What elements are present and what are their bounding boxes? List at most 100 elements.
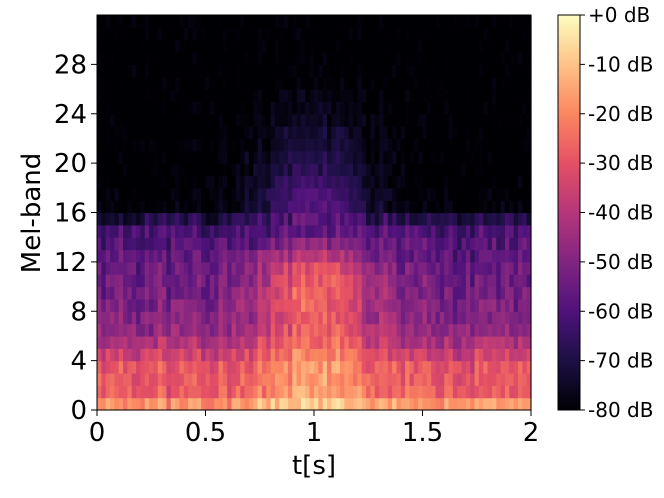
heatmap-cell xyxy=(162,27,168,41)
heatmap-cell xyxy=(422,372,428,386)
heatmap-cell xyxy=(500,150,506,164)
heatmap-cell xyxy=(110,39,115,53)
heatmap-cell xyxy=(383,237,389,251)
heatmap-cell xyxy=(110,113,115,127)
heatmap-cell xyxy=(383,27,389,41)
heatmap-cell xyxy=(509,249,515,263)
heatmap-cell xyxy=(392,187,398,201)
heatmap-cell xyxy=(296,163,302,177)
heatmap-cell xyxy=(127,212,133,226)
heatmap-cell xyxy=(383,397,389,411)
heatmap-cell xyxy=(305,200,311,214)
heatmap-cell xyxy=(257,39,263,53)
heatmap-cell xyxy=(348,150,354,164)
heatmap-cell xyxy=(222,52,228,65)
heatmap-cell xyxy=(487,385,493,399)
heatmap-cell xyxy=(144,126,150,140)
heatmap-cell xyxy=(327,348,332,362)
heatmap-cell xyxy=(209,397,215,411)
heatmap-cell xyxy=(127,126,133,140)
heatmap-cell xyxy=(500,212,506,226)
heatmap-cell xyxy=(257,372,263,386)
heatmap-cell xyxy=(327,52,332,65)
heatmap-cell xyxy=(144,175,150,189)
heatmap-cell xyxy=(153,323,159,337)
heatmap-cell xyxy=(201,52,207,65)
heatmap-cell xyxy=(483,150,489,164)
heatmap-cell xyxy=(231,224,237,238)
heatmap-cell xyxy=(470,76,476,90)
heatmap-cell xyxy=(418,298,424,312)
heatmap-cell xyxy=(110,348,115,362)
heatmap-cell xyxy=(504,52,510,65)
heatmap-cell xyxy=(309,335,315,349)
heatmap-cell xyxy=(157,15,163,28)
heatmap-cell xyxy=(131,261,137,275)
heatmap-cell xyxy=(166,286,172,300)
heatmap-cell xyxy=(196,39,202,53)
heatmap-cell xyxy=(331,101,337,115)
heatmap-cell xyxy=(253,113,259,127)
heatmap-cell xyxy=(240,76,246,90)
heatmap-cell xyxy=(179,163,185,177)
heatmap-cell xyxy=(405,249,411,263)
heatmap-cell xyxy=(240,101,246,115)
heatmap-cell xyxy=(370,76,376,90)
heatmap-cell xyxy=(418,397,424,411)
heatmap-cell xyxy=(266,348,272,362)
heatmap-cell xyxy=(231,298,237,312)
heatmap-cell xyxy=(370,249,376,263)
heatmap-cell xyxy=(322,163,328,177)
heatmap-cell xyxy=(483,138,489,152)
heatmap-cell xyxy=(379,200,385,214)
heatmap-cell xyxy=(287,385,293,399)
heatmap-cell xyxy=(478,163,484,177)
heatmap-cell xyxy=(266,89,272,102)
heatmap-cell xyxy=(300,348,306,362)
heatmap-cell xyxy=(405,187,411,201)
heatmap-cell xyxy=(144,27,150,41)
heatmap-cell xyxy=(409,39,415,53)
heatmap-cell xyxy=(383,311,389,325)
heatmap-cell xyxy=(309,261,315,275)
heatmap-cell xyxy=(149,187,155,201)
heatmap-cell xyxy=(305,27,311,41)
heatmap-cell xyxy=(383,335,389,349)
heatmap-cell xyxy=(257,76,263,90)
heatmap-cell xyxy=(162,187,168,201)
heatmap-cell xyxy=(439,286,445,300)
heatmap-cell xyxy=(144,298,150,312)
heatmap-cell xyxy=(487,348,493,362)
heatmap-cell xyxy=(327,261,332,275)
heatmap-cell xyxy=(452,89,458,102)
heatmap-cell xyxy=(300,286,306,300)
heatmap-cell xyxy=(509,101,515,115)
heatmap-cell xyxy=(244,187,250,201)
heatmap-cell xyxy=(335,163,341,177)
heatmap-cell xyxy=(287,39,293,53)
heatmap-cell xyxy=(209,175,215,189)
heatmap-cell xyxy=(235,385,241,399)
heatmap-cell xyxy=(149,274,155,288)
heatmap-cell xyxy=(105,76,111,90)
heatmap-cell xyxy=(496,200,502,214)
heatmap-cell xyxy=(465,175,471,189)
heatmap-cell xyxy=(231,323,237,337)
heatmap-cell xyxy=(465,64,471,78)
heatmap-cell xyxy=(149,126,155,140)
heatmap-cell xyxy=(166,360,172,374)
heatmap-cell xyxy=(209,101,215,115)
heatmap-cell xyxy=(305,372,311,386)
heatmap-cell xyxy=(235,27,241,41)
heatmap-cell xyxy=(240,64,246,78)
heatmap-cell xyxy=(517,150,523,164)
heatmap-cell xyxy=(97,237,102,251)
heatmap-cell xyxy=(149,39,155,53)
heatmap-cell xyxy=(244,385,250,399)
heatmap-cell xyxy=(235,126,241,140)
heatmap-cell xyxy=(205,335,211,349)
heatmap-cell xyxy=(170,286,176,300)
heatmap-cell xyxy=(357,397,363,411)
heatmap-cell xyxy=(274,311,280,325)
heatmap-cell xyxy=(361,27,367,41)
